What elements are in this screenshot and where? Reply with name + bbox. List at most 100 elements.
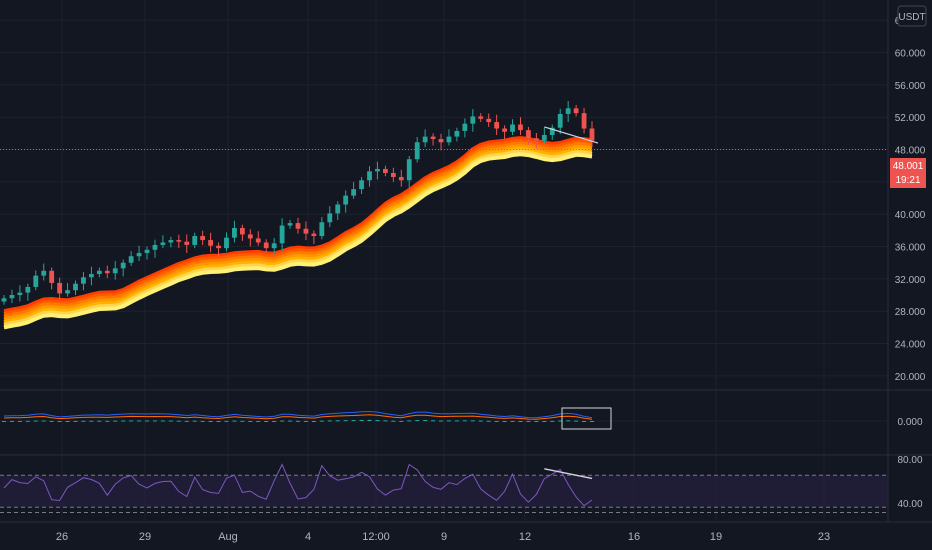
candle-body xyxy=(200,236,206,241)
time-axis[interactable]: 26 29 Aug 4 12:00 9 12 16 19 23 xyxy=(56,531,830,543)
candle-body xyxy=(526,130,531,139)
macd-histogram-bar xyxy=(502,421,507,422)
ribbon-line xyxy=(3,149,593,327)
candle-body xyxy=(311,233,317,237)
macd-histogram-bar xyxy=(470,420,475,422)
macd-histogram-bar xyxy=(391,420,396,422)
rsi-indicator xyxy=(0,463,888,514)
macd-histogram-bar xyxy=(454,420,459,422)
macd-histogram-bar xyxy=(57,421,62,422)
candle-body xyxy=(224,237,229,249)
macd-histogram-bar xyxy=(224,420,229,422)
candle-body xyxy=(398,177,404,181)
price-tick-label: 52.000 xyxy=(895,113,926,124)
candle-body xyxy=(184,241,190,245)
candle-body xyxy=(414,142,420,160)
macd-histogram-bar xyxy=(272,421,277,422)
macd-histogram-bar xyxy=(446,420,451,422)
candle-body xyxy=(494,122,500,129)
candle-body xyxy=(351,189,357,196)
ema-ribbon xyxy=(3,136,593,330)
candlesticks xyxy=(1,101,599,305)
signal-line xyxy=(3,414,593,420)
price-tick-label: 40.000 xyxy=(895,210,926,221)
candle-body xyxy=(327,213,333,223)
macd-histogram-bar xyxy=(288,420,293,422)
price-trendline[interactable] xyxy=(544,126,599,144)
macd-histogram-bar xyxy=(200,420,205,422)
currency-button[interactable] xyxy=(897,5,927,27)
candle-body xyxy=(359,180,364,190)
candle-body xyxy=(462,123,468,131)
macd-histogram-bar xyxy=(415,420,420,422)
macd-histogram-bar xyxy=(145,420,150,422)
ribbon-line xyxy=(3,141,593,319)
price-tick-label: 48.000 xyxy=(895,146,926,157)
candle-body xyxy=(216,245,221,249)
ribbon-line xyxy=(3,152,593,330)
time-tick-label: 23 xyxy=(818,531,830,543)
macd-histogram-bar xyxy=(462,420,467,422)
macd-histogram-bar xyxy=(351,420,356,422)
macd-histogram-bar xyxy=(160,420,165,422)
candle-body xyxy=(589,128,595,141)
macd-histogram-bar xyxy=(152,420,157,422)
candle-body xyxy=(422,136,428,143)
ribbon-line xyxy=(3,138,593,316)
ribbon-line xyxy=(3,146,593,324)
candle-body xyxy=(192,236,198,245)
macd-histogram-bar xyxy=(518,421,523,422)
macd-histogram-bar xyxy=(510,420,515,422)
macd-histogram-bar xyxy=(248,420,253,422)
last-price-value: 48.001 xyxy=(893,161,924,172)
time-tick-label: 9 xyxy=(441,531,447,543)
candle-body xyxy=(33,275,39,287)
macd-histogram-bar xyxy=(192,420,197,422)
rsi-line xyxy=(3,463,593,507)
time-tick-label: 19 xyxy=(710,531,722,543)
candle-body xyxy=(176,240,182,242)
candle-body xyxy=(128,256,134,263)
candle-body xyxy=(160,242,166,245)
macd-histogram-bar xyxy=(319,420,324,422)
price-tick-label: 32.000 xyxy=(895,275,926,286)
macd-histogram-bar xyxy=(367,419,372,421)
candle-body xyxy=(168,240,174,243)
macd-histogram-bar xyxy=(49,420,54,422)
time-tick-label: 4 xyxy=(305,531,311,543)
macd-histogram-bar xyxy=(232,420,237,422)
divergence-trendline[interactable] xyxy=(544,468,593,480)
candle-body xyxy=(502,128,507,132)
time-tick-label: 12:00 xyxy=(362,531,390,543)
macd-histogram-bar xyxy=(9,420,14,422)
macd-histogram-bar xyxy=(89,420,94,422)
candle-body xyxy=(239,227,245,235)
macd-histogram-bar xyxy=(542,421,547,422)
candle-body xyxy=(144,249,150,254)
macd-highlight-box[interactable] xyxy=(561,407,612,430)
candle-body xyxy=(263,242,269,249)
candle-body xyxy=(533,138,539,141)
macd-histogram-bar xyxy=(399,420,404,422)
candle-body xyxy=(454,130,460,137)
macd-histogram-bar xyxy=(73,420,78,422)
macd-histogram-bar xyxy=(582,421,587,422)
candle-body xyxy=(89,274,94,278)
macd-histogram-bar xyxy=(168,420,173,422)
candle-body xyxy=(438,139,444,143)
candle-body xyxy=(9,295,15,299)
candle-body xyxy=(287,223,293,226)
candle-body xyxy=(279,225,285,244)
time-tick-label: 26 xyxy=(56,531,68,543)
last-price-badge xyxy=(890,158,926,188)
rsi-tick-label: 80.00 xyxy=(897,455,922,466)
rsi-band xyxy=(0,475,888,508)
macd-histogram-bar xyxy=(407,420,412,422)
candle-body xyxy=(549,127,555,135)
candle-body xyxy=(232,227,237,238)
candle-body xyxy=(41,270,47,276)
macd-histogram-bar xyxy=(113,420,118,422)
candle-body xyxy=(271,243,277,249)
time-tick-label: 29 xyxy=(139,531,151,543)
